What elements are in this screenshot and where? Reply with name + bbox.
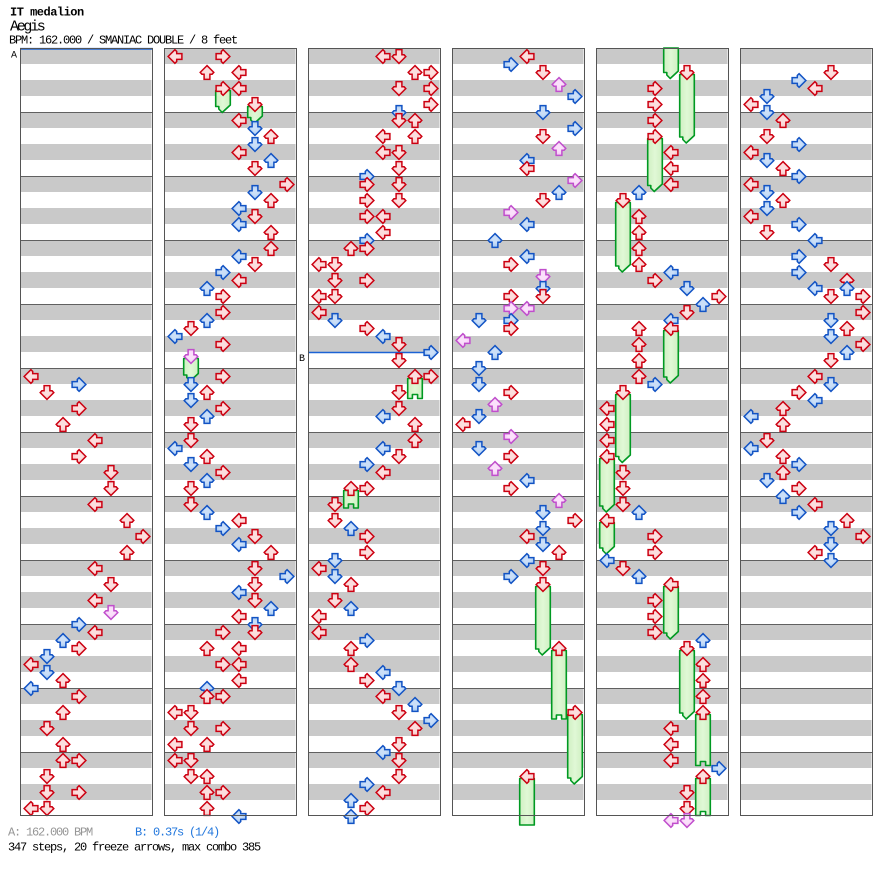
svg-text:BPM: 162.000 / SMANIAC DOUBLE: BPM: 162.000 / SMANIAC DOUBLE / 8 feet (9, 34, 237, 48)
svg-text:A: A (11, 51, 17, 62)
svg-text:Aegis: Aegis (10, 19, 45, 36)
svg-text:B: B (299, 354, 305, 365)
svg-text:347 steps, 20 freeze arrows, m: 347 steps, 20 freeze arrows, max combo 3… (8, 841, 261, 855)
svg-text:A: 162.000 BPM: A: 162.000 BPM (8, 826, 93, 840)
svg-text:IT medalion: IT medalion (10, 6, 84, 20)
svg-text:B: 0.37s (1/4): B: 0.37s (1/4) (135, 826, 219, 840)
